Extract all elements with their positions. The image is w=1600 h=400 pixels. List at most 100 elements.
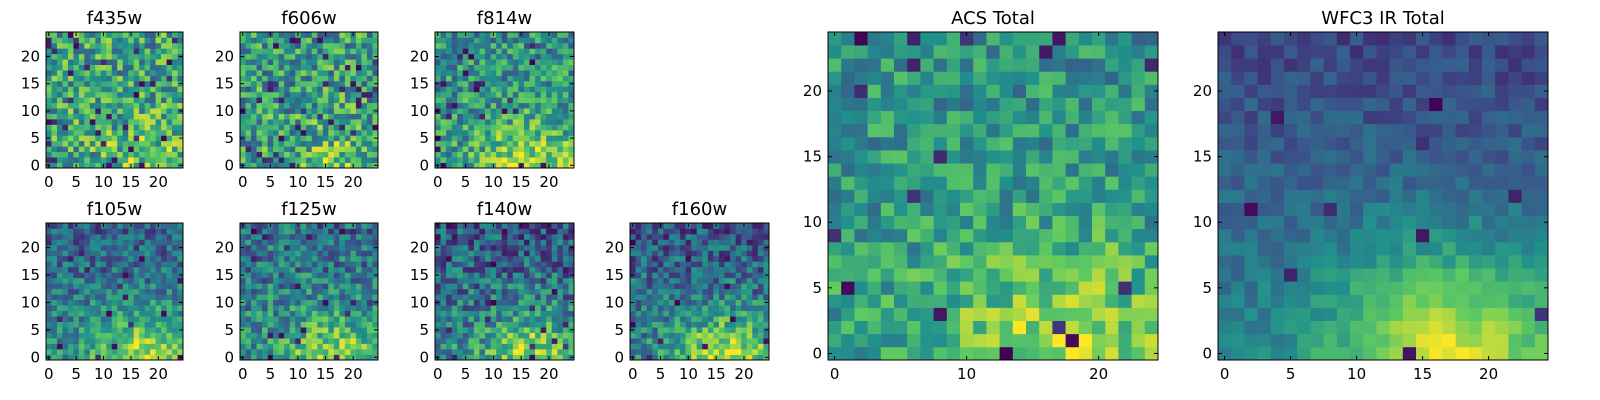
x-tick-label: 20 xyxy=(734,365,753,383)
heatmap-cell xyxy=(273,48,279,55)
heatmap-cell xyxy=(828,294,842,308)
heatmap-cell xyxy=(245,32,252,38)
heatmap-cell xyxy=(245,113,252,120)
heatmap-cell xyxy=(284,310,291,317)
heatmap-cell xyxy=(240,310,246,317)
heatmap-cell xyxy=(1012,255,1027,269)
heatmap-cell xyxy=(67,288,74,295)
heatmap-cell xyxy=(67,108,74,114)
heatmap-cell xyxy=(289,310,296,317)
heatmap-cell xyxy=(1065,228,1080,243)
heatmap-cell xyxy=(1105,255,1119,269)
heatmap-cell xyxy=(122,59,129,65)
heatmap-cell xyxy=(300,70,307,76)
heatmap-cell xyxy=(278,277,285,284)
heatmap-cell xyxy=(718,294,725,301)
heatmap-cell xyxy=(262,70,268,76)
heatmap-cell xyxy=(501,135,508,142)
heatmap-cell xyxy=(933,346,948,361)
heatmap-cell xyxy=(641,305,648,312)
heatmap-cell xyxy=(284,91,291,98)
heatmap-cell xyxy=(468,151,475,158)
heatmap-cell xyxy=(529,250,536,257)
heatmap-cell xyxy=(518,151,525,158)
heatmap-cell xyxy=(540,119,547,125)
heatmap-cell xyxy=(485,119,491,125)
heatmap-cell xyxy=(161,228,167,235)
heatmap-cell xyxy=(56,244,63,251)
heatmap-cell xyxy=(1144,255,1159,269)
heatmap-cell xyxy=(366,244,373,251)
heatmap-cell xyxy=(946,176,961,190)
heatmap-cell xyxy=(361,338,368,344)
heatmap-cell xyxy=(562,343,569,350)
heatmap-cell xyxy=(317,299,324,306)
heatmap-cell xyxy=(933,189,948,203)
heatmap-cell xyxy=(300,157,307,163)
heatmap-cell xyxy=(122,343,129,350)
heatmap-cell xyxy=(507,124,514,131)
heatmap-cell xyxy=(328,157,335,163)
heatmap-cell xyxy=(473,321,480,328)
heatmap-cell xyxy=(446,48,453,55)
heatmap-cell xyxy=(133,135,140,142)
x-tick-label: 10 xyxy=(94,365,113,383)
heatmap-cell xyxy=(668,228,675,235)
heatmap-cell xyxy=(562,124,569,131)
heatmap-cell xyxy=(440,272,447,279)
heatmap-cell xyxy=(355,338,362,344)
heatmap-cell xyxy=(496,349,503,355)
heatmap-cell xyxy=(746,332,753,339)
heatmap-cell xyxy=(490,124,497,131)
heatmap-cell xyxy=(46,305,52,312)
heatmap-cell xyxy=(999,163,1014,177)
heatmap-cell xyxy=(646,338,653,344)
heatmap-cell xyxy=(256,332,263,339)
heatmap-cell xyxy=(668,316,675,322)
heatmap-cell xyxy=(557,91,564,98)
heatmap-cell xyxy=(295,140,302,147)
y-tick-label: 10 xyxy=(605,293,624,311)
heatmap-cell xyxy=(507,146,514,153)
heatmap-cell xyxy=(361,223,368,229)
heatmap-cell xyxy=(267,277,274,284)
heatmap-cell xyxy=(355,244,362,251)
heatmap-cell xyxy=(78,162,85,169)
heatmap-cell xyxy=(144,48,151,55)
heatmap-cell xyxy=(251,42,257,49)
heatmap-cell xyxy=(333,288,340,295)
heatmap-cell xyxy=(172,113,178,120)
heatmap-cell xyxy=(361,321,368,328)
heatmap-cell xyxy=(973,333,987,348)
heatmap-cell xyxy=(328,294,335,301)
heatmap-cell xyxy=(322,272,329,279)
heatmap-cell xyxy=(73,151,80,158)
heatmap-cell xyxy=(707,294,714,301)
y-tick-label: 0 xyxy=(30,348,40,366)
heatmap-cell xyxy=(311,228,318,235)
heatmap-cell xyxy=(435,250,441,257)
heatmap-cell xyxy=(84,102,91,109)
heatmap-cell xyxy=(139,162,145,169)
heatmap-cell xyxy=(646,255,653,262)
heatmap-cell xyxy=(507,277,514,284)
heatmap-cell xyxy=(518,327,525,333)
heatmap-cell xyxy=(172,124,178,131)
heatmap-cell xyxy=(485,129,491,136)
heatmap-cell xyxy=(718,283,725,290)
heatmap-cell xyxy=(267,59,274,65)
heatmap-cell xyxy=(267,332,274,339)
heatmap-cell xyxy=(652,255,659,262)
x-tick-label: 15 xyxy=(316,365,335,383)
heatmap-cell xyxy=(696,266,703,273)
heatmap-cell xyxy=(95,305,102,312)
heatmap-cell xyxy=(46,48,52,55)
heatmap-cell xyxy=(485,310,491,317)
heatmap-cell xyxy=(479,32,486,38)
heatmap-cell xyxy=(251,75,257,82)
heatmap-cell xyxy=(907,255,921,269)
heatmap-cell xyxy=(62,75,69,82)
heatmap-cell xyxy=(468,53,475,60)
heatmap-cell xyxy=(518,272,525,279)
